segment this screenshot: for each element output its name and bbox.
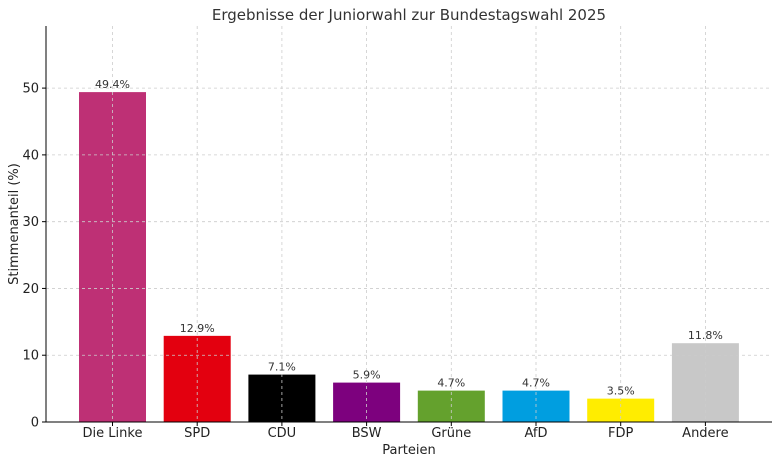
- x-tick-label: FDP: [608, 426, 633, 441]
- y-tick-label: 20: [22, 282, 39, 297]
- x-tick-label: CDU: [268, 426, 297, 441]
- x-tick-label: Grüne: [431, 426, 471, 441]
- bars: [79, 92, 739, 422]
- axes: [45, 26, 772, 423]
- y-tick-label: 10: [22, 349, 39, 364]
- x-tick-label: AfD: [524, 426, 547, 441]
- chart-title: Ergebnisse der Juniorwahl zur Bundestags…: [212, 6, 606, 24]
- y-axis-label: Stimmenanteil (%): [7, 163, 22, 285]
- bar-value-label: 5.9%: [353, 369, 381, 382]
- bar-value-label: 7.1%: [268, 361, 296, 374]
- x-tick-label: Die Linke: [83, 426, 143, 441]
- bar-value-label: 4.7%: [522, 377, 550, 390]
- bar-spd: [163, 335, 231, 422]
- data-labels: 49.4% 12.9% 7.1% 5.9% 4.7% 4.7% 3.5% 11.8%: [95, 78, 723, 398]
- y-tick-label: 30: [22, 215, 39, 230]
- x-tick-label: Andere: [682, 426, 728, 441]
- bar-value-label: 12.9%: [180, 322, 215, 335]
- x-tick-label: BSW: [352, 426, 382, 441]
- y-tick-label: 40: [22, 148, 39, 163]
- bar-value-label: 3.5%: [607, 385, 635, 398]
- x-axis-label: Parteien: [382, 443, 436, 458]
- y-tick-label: 0: [31, 416, 39, 431]
- grid: [46, 26, 772, 423]
- y-tick-label: 50: [22, 82, 39, 97]
- bar-bsw: [333, 382, 401, 422]
- bar-value-label: 11.8%: [688, 329, 723, 342]
- ticks: 0 10 20 30 40 50 Die Linke SPD CDU BSW Grüne AfD FDP…: [22, 82, 728, 441]
- x-tick-label: SPD: [184, 426, 210, 441]
- bar-value-label: 4.7%: [437, 377, 465, 390]
- bar-value-label: 49.4%: [95, 78, 130, 91]
